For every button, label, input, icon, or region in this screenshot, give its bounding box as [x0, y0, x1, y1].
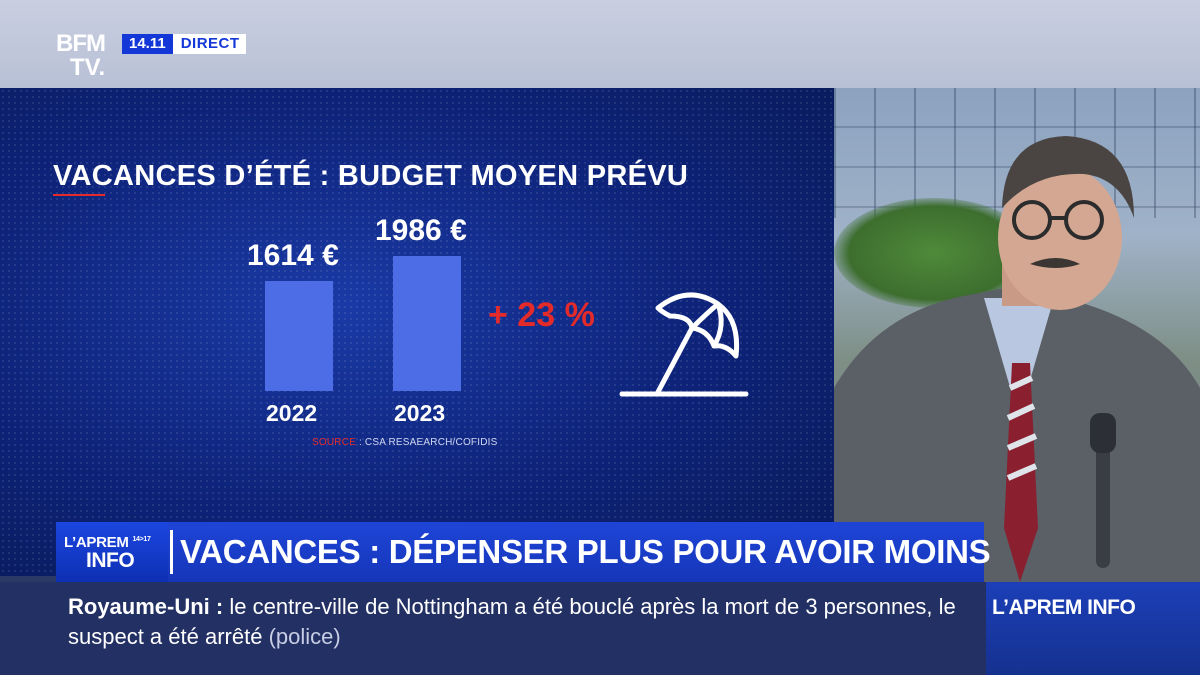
program-logo: L’APREM 14>17 INFO: [56, 522, 168, 582]
bfmtv-logo: BFM TV.: [56, 32, 116, 84]
chart-title: VACANCES D’ÉTÉ : BUDGET MOYEN PRÉVU: [53, 160, 689, 192]
ticker-tag: (police): [268, 624, 341, 649]
clock-time: 14.11: [122, 34, 173, 54]
chart-panel: VACANCES D’ÉTÉ : BUDGET MOYEN PRÉVU 1614…: [0, 88, 834, 576]
growth-annotation: + 23 %: [488, 296, 595, 334]
logo-line1: BFM: [56, 30, 106, 57]
bar-2023: [393, 256, 461, 391]
chart-source: SOURCE : CSA RESAEARCH/COFIDIS: [312, 437, 497, 448]
live-label: DIRECT: [180, 35, 240, 52]
bar-value-label-2023: 1986 €: [375, 214, 467, 247]
bar-value-label-2022: 1614 €: [247, 239, 339, 272]
headline-separator: [170, 530, 173, 574]
studio-camera-view: [834, 88, 1200, 582]
title-underline: [53, 194, 105, 196]
ticker-text: Royaume-Uni : le centre-ville de Notting…: [68, 592, 968, 652]
headline-text: VACANCES : DÉPENSER PLUS POUR AVOIR MOIN…: [180, 533, 991, 570]
program-brand-tag: L’APREM INFO: [986, 582, 1200, 675]
beach-umbrella-icon: [619, 292, 749, 397]
live-indicator: 14.11 DIRECT: [122, 34, 246, 54]
brand-tag-text: L’APREM INFO: [992, 596, 1136, 619]
program-name: L’APREM: [64, 534, 129, 551]
logo-line2: TV.: [70, 54, 106, 81]
bar-2022: [265, 281, 333, 391]
presenter-image: [834, 136, 1200, 582]
news-ticker: Royaume-Uni : le centre-ville de Notting…: [0, 582, 986, 675]
source-key: SOURCE: [312, 437, 356, 448]
category-label-2022: 2022: [266, 400, 318, 426]
program-time: 14>17: [132, 536, 151, 543]
source-text: : CSA RESAEARCH/COFIDIS: [355, 437, 498, 448]
category-label-2023: 2023: [394, 400, 446, 426]
program-logo-line2: INFO: [86, 549, 135, 572]
headline-panel: VACANCES : DÉPENSER PLUS POUR AVOIR MOIN…: [168, 522, 991, 582]
ticker-key: Royaume-Uni :: [68, 594, 224, 619]
program-logo-line1: L’APREM 14>17: [64, 534, 151, 551]
ticker-body: le centre-ville de Nottingham a été bouc…: [68, 594, 956, 649]
headline-bar: L’APREM 14>17 INFO VACANCES : DÉPENSER P…: [56, 522, 991, 582]
